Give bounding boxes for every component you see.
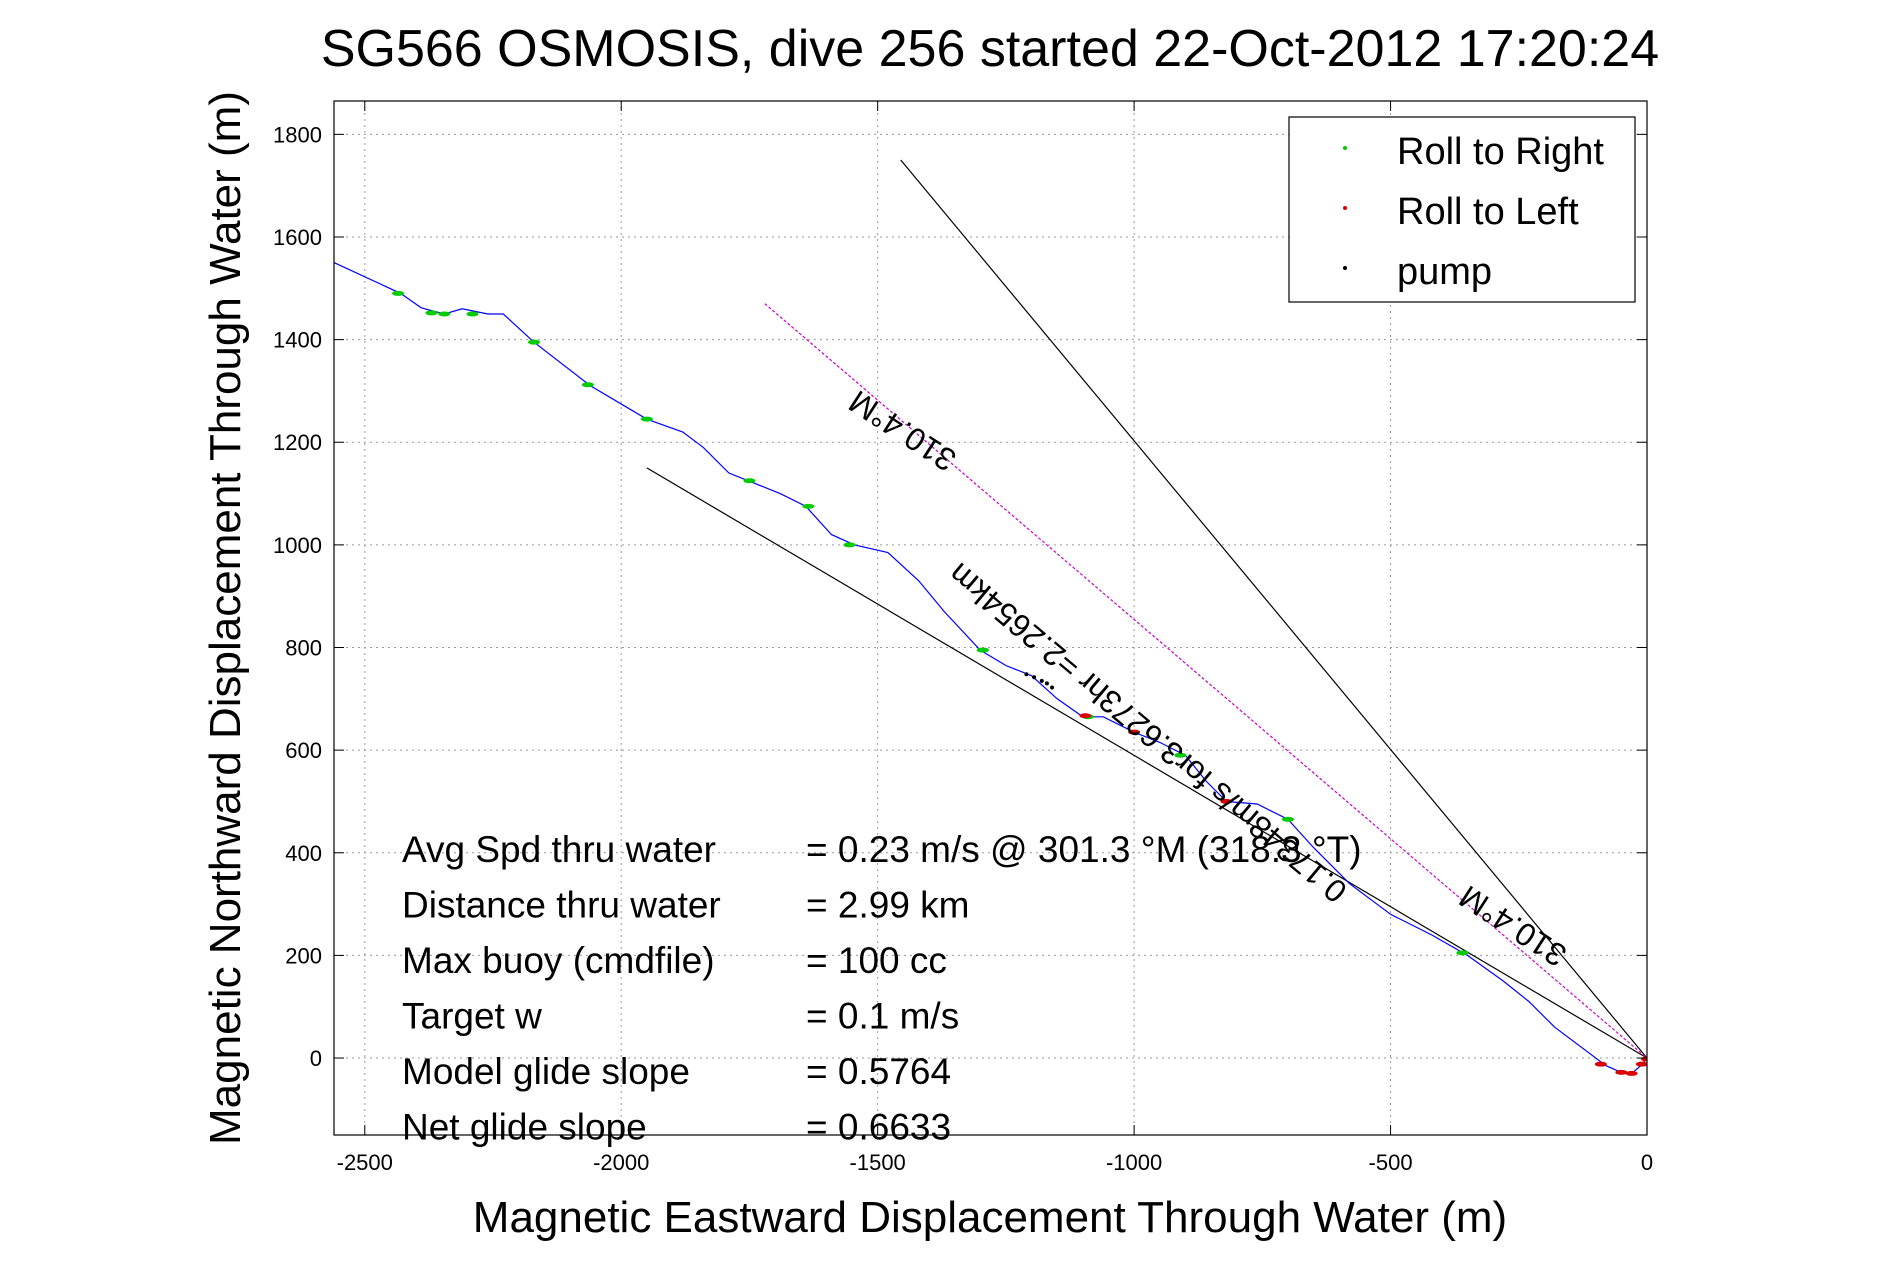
y-tick-label: 1600 [273, 225, 322, 250]
legend-marker [1343, 146, 1347, 150]
roll-right-point [976, 647, 989, 653]
roll-right-point [640, 416, 653, 422]
x-tick-label: -2000 [593, 1150, 649, 1175]
roll-left-point [1079, 713, 1092, 719]
legend-label: pump [1397, 251, 1492, 293]
roll-left-point [1615, 1069, 1628, 1075]
x-tick-label: -2500 [337, 1150, 393, 1175]
track-line [334, 262, 1647, 1075]
x-tick-label: -1500 [850, 1150, 906, 1175]
roll-right-point [438, 311, 451, 317]
roll-left-point [1625, 1070, 1638, 1076]
roll-right-point [581, 382, 594, 388]
pump-point [1050, 685, 1055, 690]
y-tick-label: 800 [285, 636, 322, 661]
roll-right-point [425, 310, 438, 316]
roll-right-point [743, 478, 756, 484]
stat-label: Net glide slope [402, 1107, 647, 1148]
reference-lines [646, 159, 1647, 1059]
roll-left-point [1635, 1061, 1647, 1067]
legend-label: Roll to Left [1397, 191, 1579, 233]
y-tick-label: 1800 [273, 122, 322, 147]
axis-ticks: -2500 -2000 -1500 -1000 -500 0 0 200 400 600 800 10… [273, 101, 1653, 1175]
pump-point [1024, 672, 1029, 677]
roll-left-point [1220, 798, 1233, 804]
roll-left-point [1594, 1061, 1607, 1067]
y-tick-label: 200 [285, 943, 322, 968]
stat-label: Model glide slope [402, 1051, 690, 1092]
stat-label: Max buoy (cmdfile) [402, 940, 715, 981]
roll-right-point [1174, 752, 1187, 758]
legend: Roll to Right Roll to Left pump [1288, 116, 1636, 303]
y-tick-label: 1200 [273, 430, 322, 455]
stat-label: Target w [402, 996, 542, 1037]
pump-point [1032, 675, 1037, 680]
x-tick-label: -1000 [1106, 1150, 1162, 1175]
y-tick-label: 600 [285, 738, 322, 763]
legend-marker [1343, 206, 1347, 210]
stats-block: Avg Spd thru water = 0.23 m/s @ 301.3 °M … [402, 829, 1362, 1148]
legend-label: Roll to Right [1397, 131, 1604, 173]
stat-value: = 0.23 m/s @ 301.3 °M (318.3 °T) [806, 829, 1362, 870]
dive-track [334, 262, 1647, 1075]
roll-right-point [528, 339, 541, 345]
roll-markers [392, 290, 1647, 1076]
stat-value: = 0.5764 [806, 1051, 951, 1092]
reference-line-3 [764, 303, 1647, 1059]
reference-line-1 [646, 467, 1647, 1059]
reference-line-2 [900, 159, 1647, 1059]
y-axis-label: Magnetic Northward Displacement Through … [201, 91, 250, 1145]
roll-right-point [802, 503, 815, 509]
roll-right-point [1456, 950, 1469, 956]
x-tick-label: -500 [1369, 1150, 1413, 1175]
x-axis-label: Magnetic Eastward Displacement Through W… [473, 1193, 1507, 1242]
roll-right-point [392, 290, 405, 296]
plot-frame [333, 100, 1648, 1136]
roll-right-point [1281, 816, 1294, 822]
stat-label: Distance thru water [402, 885, 721, 926]
y-tick-label: 1000 [273, 533, 322, 558]
pump-point [1044, 681, 1049, 686]
roll-left-point [1128, 729, 1141, 735]
pump-point [1039, 678, 1044, 683]
y-tick-label: 1400 [273, 328, 322, 353]
chart-title: SG566 OSMOSIS, dive 256 started 22-Oct-2… [321, 20, 1659, 78]
stat-value: = 0.6633 [806, 1107, 951, 1148]
y-tick-label: 400 [285, 841, 322, 866]
stat-value: = 2.99 km [806, 885, 970, 926]
roll-right-point [466, 311, 479, 317]
stat-value: = 0.1 m/s [806, 996, 959, 1037]
legend-marker [1343, 266, 1347, 270]
stat-value: = 100 cc [806, 940, 947, 981]
stat-label: Avg Spd thru water [402, 829, 716, 870]
x-tick-label: 0 [1641, 1150, 1653, 1175]
y-tick-label: 0 [310, 1046, 322, 1071]
roll-right-point [843, 542, 856, 548]
